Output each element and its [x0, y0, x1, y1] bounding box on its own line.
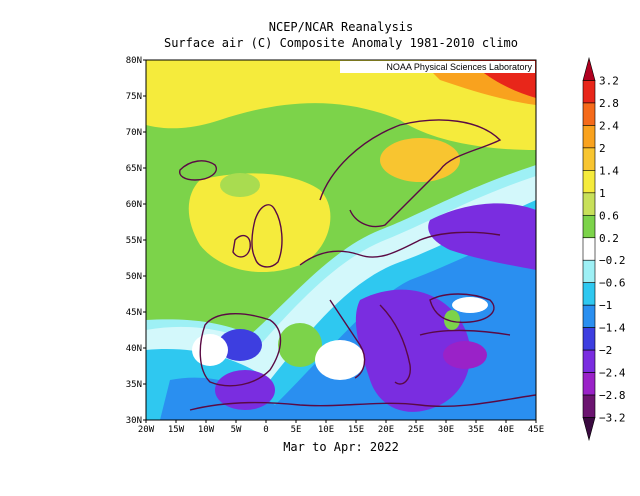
lat-tick-label: 50N: [126, 272, 142, 282]
lon-axis: 20W 15W 10W 5W 0 5E 10E 15E 20E 25E 30E 35E 40E 45E: [138, 420, 544, 435]
map-title: NCEP/NCAR Reanalysis: [268, 20, 414, 34]
colorbar-swatch: [582, 147, 596, 171]
colorbar-swatch: [582, 259, 596, 284]
colorbar-swatch: [582, 214, 596, 239]
lon-tick-label: 45E: [528, 425, 544, 435]
colorbar-label: 0.2: [599, 232, 619, 245]
colorbar-swatch: [582, 349, 596, 373]
colorbar-label: −1.4: [599, 322, 626, 335]
lon-tick-label: 10E: [318, 425, 334, 435]
colorbar-label: 3.2: [599, 74, 619, 87]
lon-tick-label: 30E: [438, 425, 454, 435]
coastlines: [178, 119, 536, 411]
lon-tick-label: 10W: [198, 425, 215, 435]
colorbar-swatch: [582, 125, 596, 149]
colorbar-label: 1: [599, 187, 606, 200]
lon-tick-label: 15E: [348, 425, 364, 435]
colorbar-swatch: [582, 304, 596, 328]
lat-tick-label: 35N: [126, 380, 142, 390]
colorbar-label: −2.4: [599, 367, 626, 380]
lon-tick-label: 25E: [408, 425, 424, 435]
lon-tick-label: 5W: [231, 425, 242, 435]
colorbar-swatch: [582, 282, 596, 306]
lon-tick-label: 35E: [468, 425, 484, 435]
lat-tick-label: 30N: [126, 416, 142, 426]
lon-tick-label: 5E: [291, 425, 302, 435]
colorbar-swatch: [582, 102, 596, 126]
lat-tick-label: 70N: [126, 128, 142, 138]
lat-tick-label: 65N: [126, 164, 142, 174]
colorbar-swatch: [582, 170, 596, 194]
lat-tick-label: 40N: [126, 344, 142, 354]
lon-tick-label: 0: [263, 425, 268, 435]
lon-tick-label: 15W: [168, 425, 185, 435]
lon-tick-label: 20E: [378, 425, 394, 435]
colorbar-swatch: [582, 327, 596, 351]
colorbar-swatch: [582, 417, 596, 442]
colorbar-swatch: [582, 56, 596, 81]
colorbar-swatch: [582, 372, 596, 396]
colorbar-label: 0.6: [599, 209, 619, 222]
colorbar-label: −0.2: [599, 254, 626, 267]
map-subtitle: Surface air (C) Composite Anomaly 1981-2…: [163, 36, 518, 50]
lat-tick-label: 55N: [126, 236, 142, 246]
credit-box: [340, 61, 535, 73]
colorbar-label: −2.8: [599, 389, 626, 402]
colorbar-label: 2.8: [599, 97, 619, 110]
lon-tick-label: 40E: [498, 425, 514, 435]
colorbar-swatch: [582, 80, 596, 104]
lat-tick-label: 75N: [126, 92, 142, 102]
colorbar-label: −3.2: [599, 412, 626, 425]
lat-tick-label: 80N: [126, 56, 142, 66]
colorbar-swatch: [582, 394, 596, 418]
lon-tick-label: 20W: [138, 425, 155, 435]
colorbar-label: −2: [599, 344, 612, 357]
lat-axis: 80N 75N 70N 65N 60N 55N 50N 45N 40N 35N 30N: [126, 56, 146, 426]
colorbar-swatch: [582, 192, 596, 216]
colorbar-label: 2.4: [599, 119, 619, 132]
colorbar-swatch: [582, 237, 596, 261]
colorbar-label: 2: [599, 142, 606, 155]
colorbar-label: −0.6: [599, 277, 626, 290]
colorbar-label: 1.4: [599, 164, 619, 177]
lat-tick-label: 60N: [126, 200, 142, 210]
colorbar-label: −1: [599, 299, 612, 312]
lat-tick-label: 45N: [126, 308, 142, 318]
time-period: Mar to Apr: 2022: [283, 440, 399, 454]
anomaly-field: [146, 60, 536, 420]
credit-text: NOAA Physical Sciences Laboratory: [386, 62, 532, 72]
colorbar: 3.2 2.8 2.4 2 1.4 1 0.6 0.2 −0.2 −0.6 −1 −1.4 −2 −2.4…: [582, 56, 626, 442]
